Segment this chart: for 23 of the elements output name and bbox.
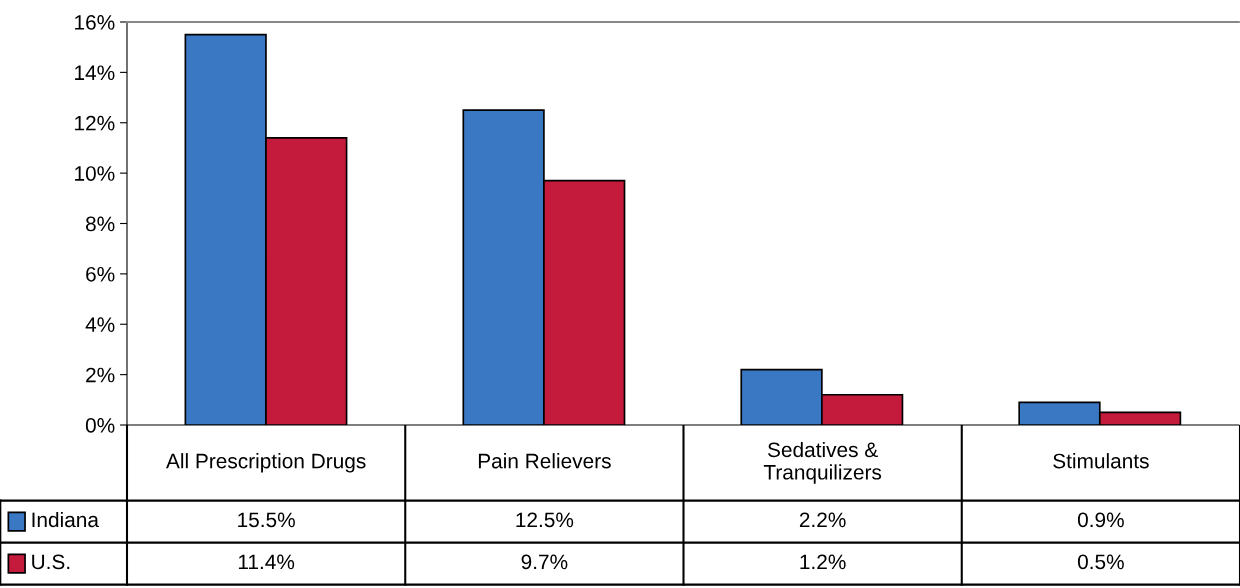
x-tick-label: Pain Relievers — [478, 453, 611, 469]
text: 0.9% — [1077, 512, 1124, 528]
y-tick-label: 0% — [85, 418, 115, 433]
legend-label: Indiana — [32, 511, 99, 528]
x-tick-label: Stimulants — [1053, 453, 1149, 469]
text: 1.2% — [800, 554, 846, 570]
text: 0.5% — [1077, 554, 1124, 570]
text: 12.5% — [516, 512, 574, 528]
y-tick-label: 4% — [85, 317, 115, 332]
x-tick-label: Sedatives & Tranquilizers — [763, 441, 882, 484]
x-tick-label: All Prescription Drugs — [166, 453, 366, 473]
y-tick-label: 14% — [75, 65, 115, 81]
text: 9.7% — [521, 554, 568, 570]
legend-label: U.S. — [32, 554, 70, 570]
y-tick-label: 2% — [86, 367, 115, 383]
text: 11.4% — [238, 554, 295, 570]
y-tick-label: 8% — [85, 216, 115, 232]
text: 15.5% — [238, 512, 295, 528]
y-tick-label: 12% — [75, 115, 115, 131]
y-tick-label: 10% — [75, 166, 115, 181]
text: 2.2% — [799, 512, 846, 528]
y-tick-label: 6% — [86, 266, 115, 282]
y-tick-label: 16% — [75, 15, 115, 30]
